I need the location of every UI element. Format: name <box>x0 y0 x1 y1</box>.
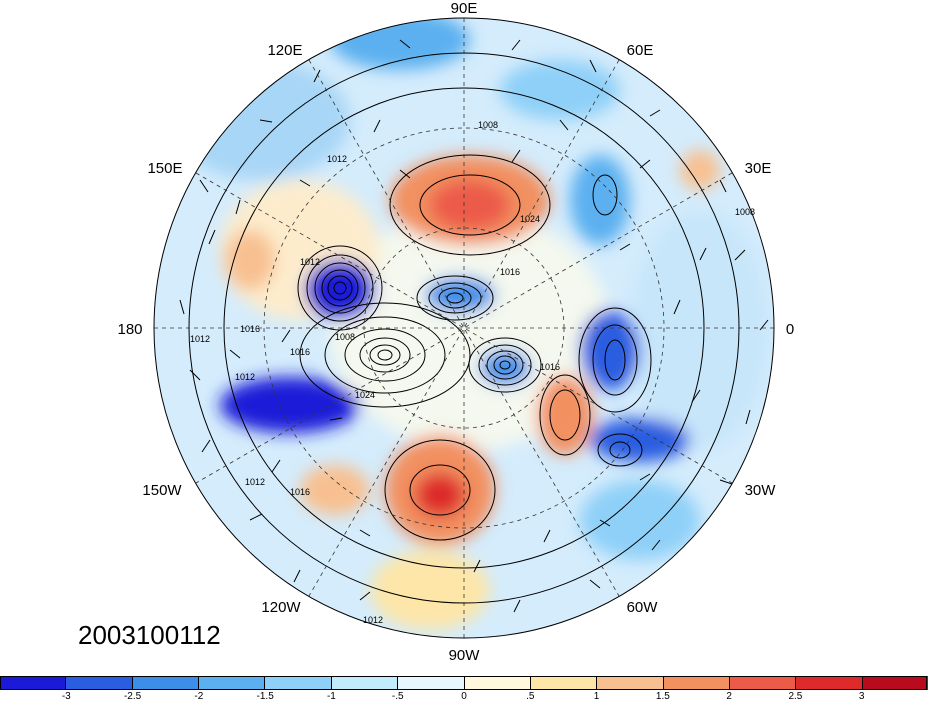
contour-label: 1024 <box>520 214 540 224</box>
contour-label: 1012 <box>300 257 320 267</box>
colorbar-tick-label: -2.5 <box>123 691 142 702</box>
contour-label: 1016 <box>290 487 310 497</box>
colorbar-tick-label: -3 <box>61 691 71 702</box>
wind-barbs <box>179 39 769 613</box>
contour-labels: 1008 1012 1016 1024 1008 1012 1016 1012 … <box>190 120 755 625</box>
lon-label-30w: 30W <box>745 482 777 499</box>
lon-label-30e: 30E <box>745 160 772 177</box>
colorbar-swatch <box>0 676 67 690</box>
lon-label-120w: 120W <box>261 599 301 616</box>
anomaly-field <box>154 18 774 638</box>
colorbar-swatch <box>597 676 664 690</box>
colorbar-tick-label: -1 <box>326 691 336 702</box>
contour-label: 1012 <box>363 615 383 625</box>
colorbar-ticks: -3 -2.5 -2 -1.5 -1 -.5 0 .5 1 1.5 2 2.5 3 <box>0 691 928 703</box>
colorbar-tick-label: 2 <box>726 691 732 702</box>
contour-label: 1012 <box>245 477 265 487</box>
colorbar-swatch <box>464 676 531 690</box>
colorbar-tick-label: 0 <box>461 691 467 702</box>
colorbar-tick-label: 3 <box>858 691 865 702</box>
colorbar-swatch <box>199 676 266 690</box>
colorbar-swatch <box>862 676 928 690</box>
lon-label-0: 0 <box>786 321 794 338</box>
colorbar-swatch <box>663 676 730 690</box>
colorbar-tick-label: 1.5 <box>655 691 670 702</box>
lon-label-90w: 90W <box>449 647 481 664</box>
colorbar-swatch <box>796 676 863 690</box>
colorbar-tick-label: 2.5 <box>788 691 803 702</box>
colorbar-tick-label: -2 <box>194 691 204 702</box>
colorbar-swatch <box>265 676 332 690</box>
colorbar-frame <box>0 676 927 690</box>
contour-label: 1008 <box>478 120 498 130</box>
colorbar-tick-label: -.5 <box>391 691 404 702</box>
colorbar-swatch <box>530 676 598 690</box>
contour-label: 1012 <box>327 154 347 164</box>
colorbar-tick-label: -1.5 <box>256 691 274 702</box>
contour-label: 1012 <box>235 372 255 382</box>
contour-label: 1024 <box>355 390 375 400</box>
contour-label: 1016 <box>240 324 260 334</box>
contour-label: 1012 <box>190 334 210 344</box>
graticule <box>154 18 774 638</box>
contour-label: 1016 <box>500 267 520 277</box>
colorbar-swatch <box>66 676 133 690</box>
contour-label: 1016 <box>540 362 560 372</box>
colorbar <box>0 676 928 690</box>
lon-label-60e: 60E <box>627 42 654 59</box>
date-label: 2003100112 <box>78 620 221 650</box>
lon-label-120e: 120E <box>267 42 302 59</box>
lon-label-90e: 90E <box>451 0 478 17</box>
colorbar-swatch <box>398 676 465 690</box>
lon-label-60w: 60W <box>627 599 659 616</box>
colorbar-swatch <box>331 676 399 690</box>
lon-label-150w: 150W <box>142 482 182 499</box>
lon-label-180: 180 <box>117 321 142 338</box>
contour-label: 1008 <box>335 332 355 342</box>
colorbar-tick-label: .5 <box>526 691 535 702</box>
colorbar-swatch <box>729 676 797 690</box>
contour-label: 1016 <box>290 347 310 357</box>
colorbar-swatch <box>132 676 200 690</box>
contour-label: 1008 <box>735 207 755 217</box>
colorbar-tick-label: 1 <box>593 691 600 702</box>
lon-label-150e: 150E <box>147 160 182 177</box>
map-boundary <box>153 17 775 639</box>
